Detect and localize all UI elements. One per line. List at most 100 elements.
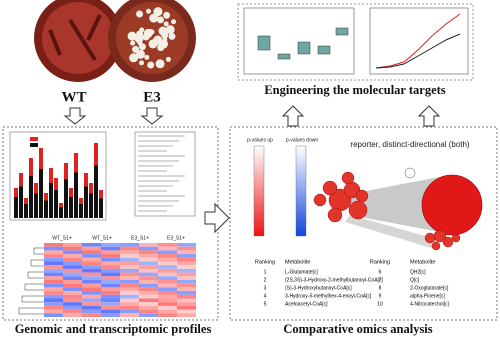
table-cell: 6 (379, 269, 382, 275)
colony (149, 13, 159, 23)
heatmap (18, 243, 196, 317)
heat-cell (101, 268, 120, 273)
bar (99, 190, 103, 218)
heat-cell (44, 246, 63, 251)
heat-cell (101, 257, 120, 262)
heat-cell (101, 265, 120, 269)
bar (24, 198, 28, 218)
heat-cell (63, 246, 82, 251)
heat-cell (177, 243, 196, 247)
heat-cell (158, 291, 177, 295)
node (433, 229, 447, 243)
bar (69, 188, 73, 197)
heat-cell (63, 272, 82, 277)
colony (163, 11, 171, 19)
heat-cell (139, 261, 158, 266)
bar (54, 178, 58, 190)
heat-cell (63, 276, 82, 280)
heat-cell (101, 294, 120, 299)
heat-cell (139, 294, 158, 299)
heat-cell (63, 313, 82, 317)
heat-cell (139, 272, 158, 277)
table-header: Ranking (370, 259, 390, 265)
table-cell: Q[c] (410, 277, 420, 283)
heat-cell (44, 243, 63, 247)
table-cell: 4-Nitrocatechol[c] (410, 301, 450, 307)
bar (74, 153, 78, 173)
bar (24, 198, 28, 204)
heat-cell (139, 243, 158, 247)
heat-cell (158, 254, 177, 258)
heat-cell (101, 302, 120, 306)
heat-cell (63, 291, 82, 295)
heat-cell (44, 261, 63, 266)
line-chart (369, 7, 469, 75)
table-cell: alpha-Pinene[c] (410, 293, 445, 299)
heat-cell (82, 313, 101, 317)
heat-cell (44, 302, 63, 306)
heat-cell (120, 243, 139, 247)
colony (127, 31, 137, 41)
bar (79, 198, 83, 204)
heat-cell (177, 265, 196, 269)
heat-cell (177, 291, 196, 295)
photo-wt (34, 0, 122, 82)
node (355, 189, 369, 203)
heat-cell (82, 261, 101, 266)
legend-label: p-values up (247, 137, 273, 143)
node (348, 200, 368, 220)
heat-cell (101, 280, 120, 284)
heat-cell (177, 246, 196, 251)
table-cell: (S)-3-Hydroxybutanoyl-CoA[c] (285, 285, 352, 291)
colony (144, 54, 150, 60)
node (431, 241, 441, 251)
heat-cell (158, 268, 177, 273)
heat-cell (158, 265, 177, 269)
heat-cell (82, 257, 101, 262)
arrow-up (281, 105, 305, 127)
panel-title: Comparative omics analysis (283, 322, 432, 336)
heat-cell (44, 287, 63, 292)
network-title: reporter, distinct-directional (both) (350, 140, 470, 149)
heat-cell (158, 287, 177, 292)
node (424, 232, 436, 244)
bar (39, 148, 43, 218)
table-cell: 9 (379, 293, 382, 299)
heat-cell (177, 268, 196, 273)
heat-cell (139, 268, 158, 273)
colony (161, 31, 169, 39)
table-cell: 4 (264, 293, 267, 299)
heat-cell (101, 309, 120, 314)
heat-cell (82, 291, 101, 295)
heat-cell (63, 257, 82, 262)
table-cell: L-Glutamate[c] (285, 269, 318, 275)
heat-cell (177, 283, 196, 288)
heat-cell (44, 291, 63, 295)
table-cell: 2 (264, 277, 267, 283)
colony (149, 29, 155, 35)
table-cell: 7 (379, 277, 382, 283)
heat-cell (120, 302, 139, 306)
heat-cell (158, 294, 177, 299)
bar (49, 168, 53, 183)
heat-cell (82, 287, 101, 292)
heat-cell (120, 254, 139, 258)
table-cell: (2S,3S)-3-Hydroxy-2-methylbutanoyl-CoA[c… (285, 277, 383, 283)
bar (19, 173, 23, 187)
heat-cell (139, 298, 158, 303)
bar (84, 173, 88, 218)
heat-cell (82, 294, 101, 299)
heat-cell (101, 246, 120, 251)
heat-cell (158, 257, 177, 262)
table-cell: 10 (377, 301, 383, 307)
heat-cell (63, 305, 82, 310)
colony (139, 60, 145, 66)
heat-cell (120, 291, 139, 295)
node (313, 193, 327, 207)
bar (89, 183, 93, 218)
heat-cell (139, 254, 158, 258)
heat-cell (177, 298, 196, 303)
bar (89, 183, 93, 194)
heat-cell (63, 261, 82, 266)
